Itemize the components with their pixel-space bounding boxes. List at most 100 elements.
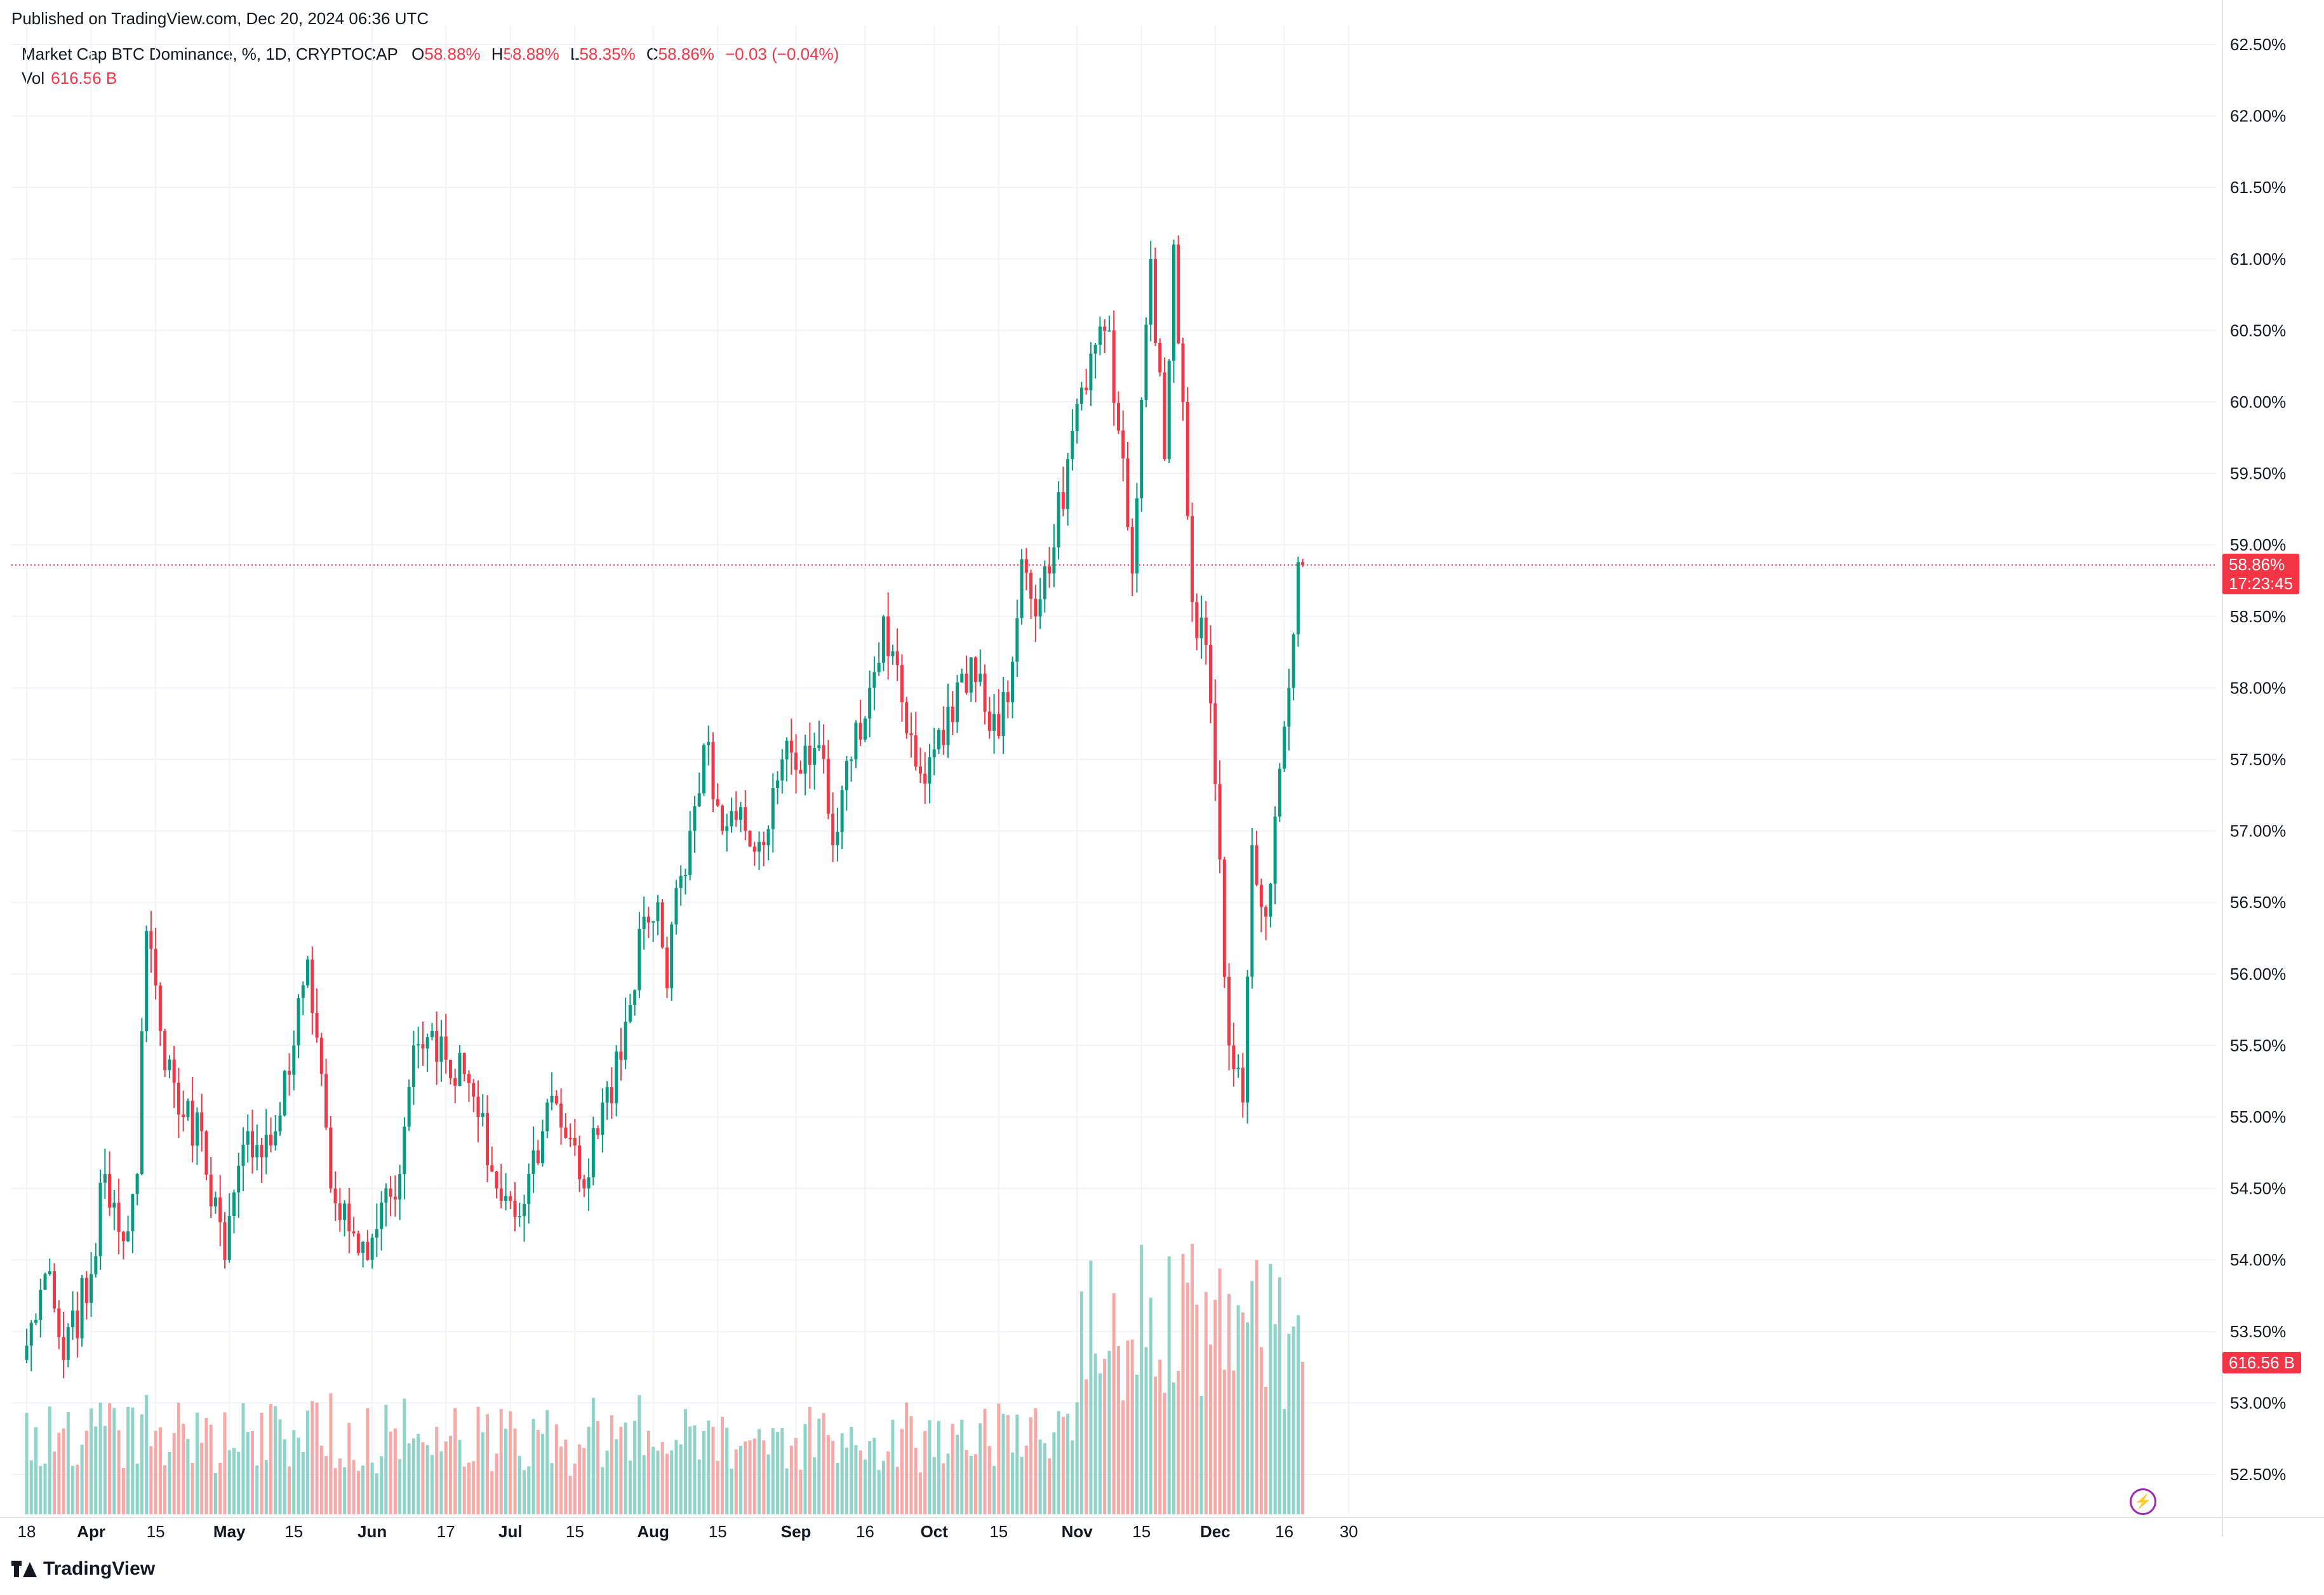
volume-bar (1213, 1300, 1217, 1514)
y-tick-label: 61.00% (2230, 250, 2286, 269)
volume-bar (29, 1460, 33, 1514)
candle-body (182, 1114, 185, 1117)
y-tick-label: 60.50% (2230, 321, 2286, 340)
volume-bar (209, 1424, 213, 1514)
volume-bar (730, 1469, 733, 1514)
volume-bar (997, 1403, 1001, 1514)
candle-body (76, 1311, 79, 1338)
volume-bar (992, 1465, 996, 1514)
volume-bar (200, 1443, 204, 1514)
volume-bar (76, 1464, 79, 1514)
candle-body (987, 711, 991, 731)
candle-body (1163, 372, 1166, 460)
candle-body (789, 740, 793, 753)
volume-bar (674, 1439, 678, 1514)
candle-body (909, 733, 913, 736)
lightning-icon[interactable]: ⚡ (2130, 1488, 2156, 1515)
candle-body (398, 1174, 402, 1200)
candle-body (1116, 403, 1120, 431)
volume-bar (311, 1401, 314, 1514)
volume-bar (186, 1439, 190, 1514)
volume-bar (195, 1412, 199, 1514)
volume-bar (1158, 1359, 1162, 1514)
candle-body (628, 1004, 632, 1022)
candle-body (370, 1238, 374, 1260)
candle-body (62, 1337, 65, 1360)
price-axis[interactable]: 62.50% 62.00% 61.50% 61.00% 60.50% 60.00% 59.5… (2222, 0, 2286, 1537)
candle-body (679, 876, 683, 888)
volume-bar (1259, 1347, 1263, 1514)
volume-bar (646, 1431, 650, 1514)
logo-text: TradingView (43, 1558, 156, 1579)
volume-bar (177, 1403, 180, 1514)
candle-body (946, 706, 950, 745)
volume-bar (918, 1472, 922, 1514)
volume-bar (771, 1428, 775, 1514)
volume-bar (1264, 1386, 1268, 1514)
candle-body (200, 1112, 204, 1131)
candle-body (660, 902, 664, 948)
volume-bar (218, 1462, 222, 1514)
candle-body (237, 1166, 241, 1193)
bar-countdown: 17:23:45 (2229, 573, 2294, 593)
candle-body (1227, 977, 1231, 1046)
volume-bar (163, 1465, 167, 1514)
candle-body (311, 959, 314, 1013)
candle-body (527, 1174, 531, 1204)
candle-body (227, 1216, 231, 1260)
candle-body (531, 1150, 535, 1175)
volume-bar (90, 1408, 93, 1514)
volume-bar (582, 1448, 586, 1514)
volume-bar (734, 1449, 738, 1514)
x-tick-label: 17 (437, 1522, 455, 1541)
candle-body (716, 799, 719, 806)
volume-bar (458, 1439, 462, 1514)
candle-body (163, 1031, 167, 1071)
volume-bar (868, 1441, 872, 1514)
candle-body (983, 673, 987, 712)
candle-body (1098, 326, 1102, 345)
candle-body (1283, 726, 1286, 769)
volume-bar (343, 1467, 347, 1514)
volume-bar (1278, 1277, 1281, 1514)
volume-bar (965, 1450, 968, 1514)
volume-bar (863, 1459, 867, 1514)
volume-bar (683, 1409, 687, 1514)
volume-value: 616.56 B (51, 69, 117, 88)
candle-body (638, 928, 641, 991)
volume-bar (476, 1406, 480, 1514)
tradingview-logo[interactable]: TradingView (11, 1558, 155, 1580)
volume-bar (1195, 1304, 1199, 1514)
volume-bar (182, 1424, 185, 1514)
close-value: 58.86% (658, 44, 714, 63)
candle-body (854, 723, 858, 759)
volume-bar (393, 1428, 397, 1514)
candle-body (813, 748, 817, 765)
symbol-title[interactable]: Market Cap BTC Dominance, %, 1D, CRYPTOC… (22, 44, 398, 63)
volume-bar (103, 1425, 107, 1514)
volume-bar (601, 1467, 604, 1514)
candle-body (288, 1071, 291, 1075)
candle-body (458, 1053, 462, 1086)
candle-body (172, 1059, 176, 1083)
volume-bar (688, 1426, 692, 1514)
volume-bar (108, 1403, 112, 1514)
y-tick-label: 52.50% (2230, 1465, 2286, 1484)
volume-bar (1177, 1370, 1180, 1514)
volume-bar (62, 1428, 65, 1514)
volume-bar (794, 1438, 798, 1514)
volume-bar (840, 1433, 844, 1514)
volume-bar (1191, 1243, 1194, 1514)
candle-body (1273, 817, 1277, 884)
volume-bar (241, 1403, 245, 1514)
candle-body (333, 1188, 337, 1204)
candle-body (1269, 883, 1272, 917)
candle-body (762, 841, 766, 846)
candle-body (978, 673, 982, 682)
time-axis[interactable]: 18 Apr 15 May 15 Jun 17 Jul 15 Aug 15 Sep 16 Oct 15 Nov… (0, 1517, 2324, 1541)
candle-body (1213, 703, 1217, 784)
volume-bar (48, 1406, 51, 1514)
candle-body (605, 1087, 609, 1103)
candle-body (518, 1216, 521, 1218)
